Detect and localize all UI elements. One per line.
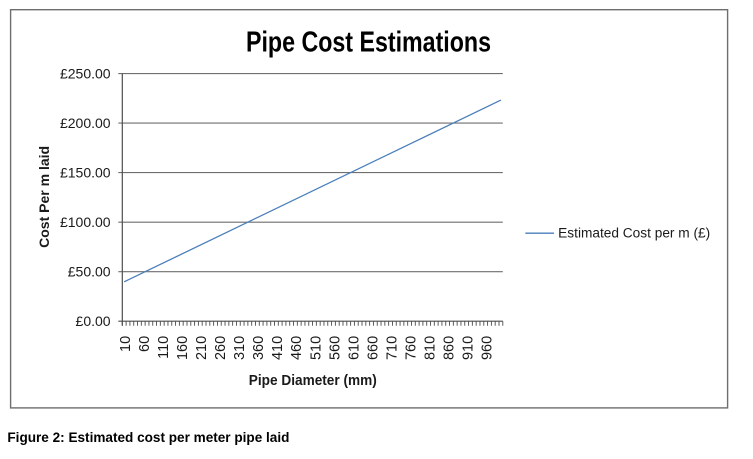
svg-text:910: 910 xyxy=(460,336,476,360)
svg-text:410: 410 xyxy=(270,336,286,360)
svg-text:Figure 2: Estimated cost per m: Figure 2: Estimated cost per meter pipe … xyxy=(7,429,289,445)
svg-text:360: 360 xyxy=(251,336,267,360)
svg-text:Cost Per m laid: Cost Per m laid xyxy=(36,146,52,248)
svg-text:£150.00: £150.00 xyxy=(60,165,111,181)
svg-text:60: 60 xyxy=(137,336,153,352)
svg-text:310: 310 xyxy=(232,336,248,360)
svg-text:260: 260 xyxy=(213,336,229,360)
svg-text:510: 510 xyxy=(308,336,324,360)
svg-text:Estimated Cost per m (£): Estimated Cost per m (£) xyxy=(558,226,710,241)
svg-text:£100.00: £100.00 xyxy=(60,214,111,230)
svg-text:960: 960 xyxy=(479,336,495,360)
svg-text:710: 710 xyxy=(384,336,400,360)
svg-text:160: 160 xyxy=(175,336,191,360)
svg-text:Pipe Diameter (mm): Pipe Diameter (mm) xyxy=(249,372,377,389)
svg-text:560: 560 xyxy=(327,336,343,360)
svg-text:10: 10 xyxy=(118,336,134,352)
svg-text:810: 810 xyxy=(422,336,438,360)
svg-text:110: 110 xyxy=(156,336,172,359)
svg-text:610: 610 xyxy=(346,336,362,360)
svg-text:660: 660 xyxy=(365,336,381,360)
svg-text:£200.00: £200.00 xyxy=(60,115,111,131)
svg-text:Pipe Cost Estimations: Pipe Cost Estimations xyxy=(246,27,491,59)
svg-text:860: 860 xyxy=(441,336,457,360)
svg-text:£50.00: £50.00 xyxy=(68,264,111,280)
svg-text:£0.00: £0.00 xyxy=(76,313,111,329)
svg-text:760: 760 xyxy=(403,336,419,360)
svg-text:460: 460 xyxy=(289,336,305,360)
svg-text:210: 210 xyxy=(194,336,210,360)
svg-text:£250.00: £250.00 xyxy=(60,66,111,82)
